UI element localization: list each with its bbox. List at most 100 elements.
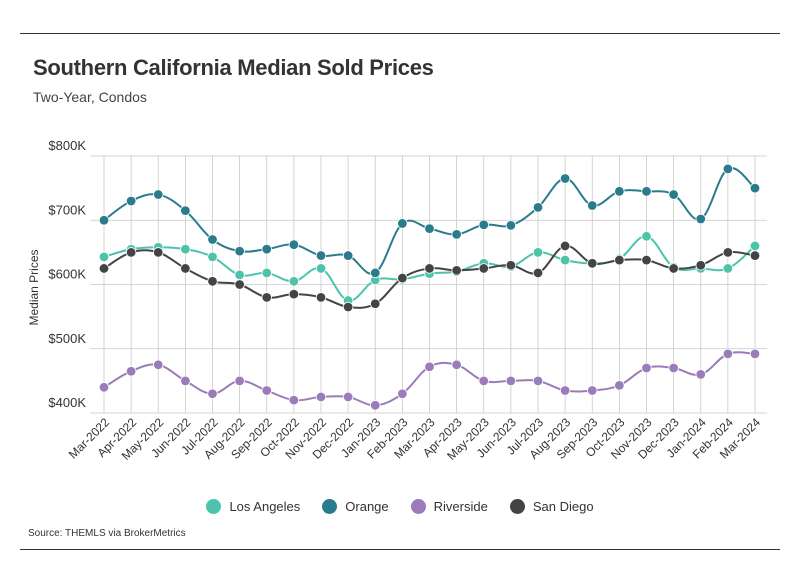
data-point-riverside: [98, 382, 110, 393]
data-point-riverside: [668, 362, 679, 374]
data-point-riverside: [261, 385, 272, 396]
legend-label: Los Angeles: [229, 499, 301, 514]
data-point-orange: [614, 186, 625, 197]
data-point-los-angeles: [207, 251, 218, 263]
chart-title: Southern California Median Sold Prices: [33, 55, 434, 80]
data-point-riverside: [288, 394, 300, 406]
legend-label: San Diego: [532, 499, 594, 514]
data-point-riverside: [125, 366, 137, 377]
data-point-riverside: [559, 385, 571, 396]
data-point-san-diego: [749, 250, 761, 261]
data-point-san-diego: [180, 263, 191, 274]
data-point-orange: [451, 229, 462, 240]
data-point-riverside: [370, 400, 381, 411]
data-point-san-diego: [234, 279, 245, 290]
data-point-riverside: [234, 375, 245, 387]
data-point-orange: [668, 189, 679, 200]
data-point-orange: [98, 215, 110, 226]
data-point-orange: [207, 234, 218, 245]
data-point-los-angeles: [261, 267, 272, 279]
data-point-orange: [342, 250, 354, 261]
bottom-rule: [20, 549, 780, 550]
y-tick-label: $500K: [48, 331, 86, 346]
data-point-orange: [180, 205, 191, 216]
data-point-riverside: [315, 391, 327, 403]
data-point-orange: [532, 202, 544, 213]
data-point-san-diego: [153, 247, 164, 258]
data-point-los-angeles: [234, 269, 245, 281]
data-point-los-angeles: [722, 263, 734, 274]
y-axis-label: Median Prices: [27, 249, 41, 325]
data-point-san-diego: [559, 240, 571, 252]
legend-item-los-angeles: Los Angeles: [206, 499, 300, 514]
data-point-orange: [641, 186, 652, 197]
data-point-riverside: [749, 348, 761, 360]
legend-item-riverside: Riverside: [410, 499, 488, 514]
y-tick-label: $700K: [48, 202, 86, 217]
legend-swatch: [410, 499, 426, 514]
data-point-orange: [234, 245, 245, 257]
data-point-orange: [370, 267, 381, 279]
data-point-los-angeles: [288, 276, 300, 287]
legend-swatch: [322, 499, 338, 514]
data-point-san-diego: [261, 292, 272, 303]
data-point-orange: [478, 219, 489, 230]
data-point-san-diego: [370, 298, 381, 309]
data-point-riverside: [478, 375, 489, 387]
data-point-san-diego: [315, 292, 327, 303]
data-point-riverside: [207, 388, 218, 399]
data-point-riverside: [153, 359, 164, 371]
data-point-orange: [559, 173, 571, 184]
data-point-riverside: [641, 362, 652, 374]
data-point-riverside: [695, 369, 706, 380]
data-point-orange: [315, 250, 327, 261]
data-point-riverside: [180, 375, 191, 387]
data-point-los-angeles: [749, 240, 761, 252]
data-point-orange: [424, 223, 435, 234]
data-point-riverside: [424, 361, 435, 372]
legend-swatch: [206, 499, 222, 514]
legend-swatch: [509, 499, 525, 514]
data-point-san-diego: [505, 260, 517, 271]
data-point-los-angeles: [180, 243, 191, 255]
data-point-san-diego: [641, 254, 652, 266]
data-point-orange: [261, 243, 272, 255]
legend: Los Angeles Orange Riverside San Diego: [0, 499, 800, 514]
data-point-san-diego: [695, 260, 706, 271]
legend-item-san-diego: San Diego: [509, 499, 594, 514]
data-point-los-angeles: [641, 231, 652, 242]
data-point-riverside: [532, 375, 544, 387]
legend-label: Riverside: [433, 499, 488, 514]
data-point-san-diego: [478, 263, 489, 274]
data-point-riverside: [505, 375, 517, 387]
data-point-san-diego: [532, 267, 544, 279]
data-point-orange: [125, 195, 137, 207]
y-tick-label: $400K: [48, 395, 86, 410]
data-point-riverside: [397, 388, 408, 399]
source-note: Source: THEMLS via BrokerMetrics: [28, 528, 186, 539]
legend-item-orange: Orange: [322, 499, 389, 514]
data-point-san-diego: [614, 254, 625, 266]
data-point-riverside: [587, 385, 598, 396]
data-point-san-diego: [397, 272, 408, 284]
data-point-san-diego: [342, 301, 354, 313]
chart-subtitle: Two-Year, Condos: [33, 89, 147, 105]
data-point-san-diego: [125, 247, 137, 258]
data-point-los-angeles: [98, 251, 110, 263]
data-point-los-angeles: [315, 263, 327, 274]
data-point-san-diego: [722, 247, 734, 258]
data-point-riverside: [451, 359, 462, 371]
data-point-san-diego: [587, 258, 598, 269]
data-point-orange: [505, 220, 517, 231]
data-point-orange: [587, 200, 598, 211]
y-tick-label: $600K: [48, 267, 86, 282]
data-point-san-diego: [668, 263, 679, 274]
data-point-riverside: [722, 348, 734, 360]
data-point-orange: [153, 189, 164, 200]
data-point-orange: [749, 182, 761, 194]
data-point-orange: [288, 239, 300, 250]
legend-label: Orange: [345, 499, 389, 514]
top-rule: [20, 33, 780, 34]
data-point-san-diego: [424, 263, 435, 274]
